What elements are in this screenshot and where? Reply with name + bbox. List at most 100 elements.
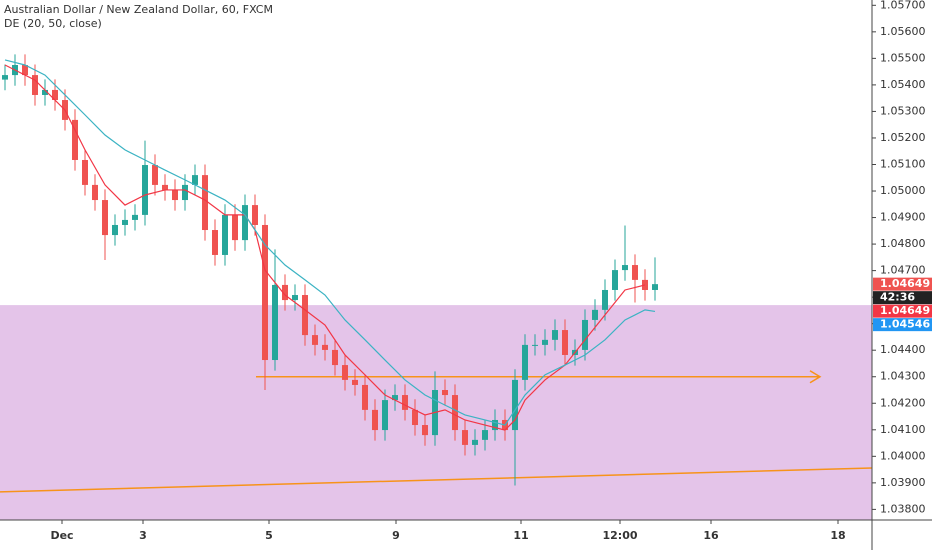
candle-body [82, 159, 88, 185]
candle-body [252, 205, 258, 225]
candle-body [652, 284, 658, 290]
plot-area [0, 54, 873, 520]
candle-body [212, 230, 218, 255]
candle-body [492, 419, 498, 431]
candle-body [382, 400, 388, 431]
candle-body [542, 339, 548, 345]
candle-body [162, 184, 168, 190]
candle-body [172, 189, 178, 201]
y-tick-label: 1.04000 [880, 449, 926, 462]
y-tick-label: 1.05400 [880, 78, 926, 91]
price-tag: 1.04649 [873, 304, 932, 318]
moving-average [4, 64, 646, 431]
y-tick-label: 1.05300 [880, 104, 926, 117]
price-tag: 1.04649 [873, 277, 932, 291]
price-tag-box [873, 304, 932, 318]
price-tag-box [873, 291, 932, 305]
candle-body [312, 335, 318, 345]
candle-body [362, 384, 368, 410]
price-tag: 1.04546 [873, 318, 932, 332]
y-tick-label: 1.05100 [880, 157, 926, 170]
y-tick-label: 1.05500 [880, 51, 926, 64]
candle-body [122, 219, 128, 225]
candle-body [552, 330, 558, 340]
y-tick-label: 1.04100 [880, 423, 926, 436]
candle-body [232, 214, 238, 241]
candle-body [222, 214, 228, 255]
trend-line [0, 467, 873, 493]
candle-body [562, 330, 568, 355]
x-tick-label: 12:00 [602, 529, 637, 542]
candle-body [422, 425, 428, 436]
candle-body [612, 270, 618, 290]
x-tick-label: 9 [392, 529, 400, 542]
candle-body [32, 75, 38, 95]
candle-body [352, 379, 358, 385]
price-tag-label: 42:36 [880, 291, 915, 304]
candle-body [152, 165, 158, 185]
price-tag-label: 1.04649 [880, 304, 930, 317]
y-tick-label: 1.04900 [880, 211, 926, 224]
price-tag-box [873, 277, 932, 291]
candle-body [52, 89, 58, 101]
candle-body [302, 295, 308, 336]
candle-body [92, 184, 98, 201]
candle-body [462, 430, 468, 445]
candle-body [472, 439, 478, 445]
candle-body [342, 365, 348, 380]
candle-body [242, 205, 248, 241]
candle-body [72, 119, 78, 160]
candle-body [412, 409, 418, 426]
price-tag-label: 1.04546 [880, 318, 930, 331]
candle-body [442, 390, 448, 396]
x-tick-label: 18 [830, 529, 845, 542]
candle-body [532, 344, 538, 346]
candle-body [142, 165, 148, 215]
candle-body [282, 284, 288, 301]
candle-body [202, 175, 208, 231]
candle-body [132, 214, 138, 220]
y-tick-label: 1.05000 [880, 184, 926, 197]
y-tick-label: 1.05200 [880, 131, 926, 144]
x-tick-label: Dec [50, 529, 73, 542]
candle-body [112, 224, 118, 236]
candle-body [42, 89, 48, 95]
candle-body [452, 395, 458, 431]
candle-body [482, 430, 488, 440]
candle-body [262, 224, 268, 361]
candle-body [392, 395, 398, 401]
candle-body [602, 289, 608, 310]
x-tick-label: 5 [265, 529, 273, 542]
price-tag-box [873, 318, 932, 332]
candle-body [102, 200, 108, 236]
y-tick-label: 1.04300 [880, 370, 926, 383]
candle-body [522, 344, 528, 380]
moving-average [4, 59, 656, 426]
y-tick-label: 1.04400 [880, 343, 926, 356]
x-tick-label: 3 [139, 529, 147, 542]
candle-body [622, 265, 628, 271]
y-tick-label: 1.04700 [880, 264, 926, 277]
candle-body [372, 409, 378, 431]
indicator-label: DE (20, 50, close) [4, 17, 102, 30]
candle-body [192, 175, 198, 185]
candle-body [632, 265, 638, 280]
candle-body [22, 65, 28, 76]
chart-title: Australian Dollar / New Zealand Dollar, … [4, 3, 273, 16]
price-tag-label: 1.04649 [880, 277, 930, 290]
candle-body [332, 349, 338, 366]
candle-body [1, 75, 8, 80]
y-tick-label: 1.05600 [880, 25, 926, 38]
candle-body [272, 284, 278, 361]
y-tick-label: 1.05700 [880, 0, 926, 11]
candle-body [512, 379, 518, 431]
y-tick-label: 1.04800 [880, 237, 926, 250]
y-tick-label: 1.03800 [880, 502, 926, 515]
price-tag: 42:36 [873, 291, 932, 305]
arrow-head [809, 370, 822, 384]
y-tick-label: 1.03900 [880, 476, 926, 489]
candle-body [592, 309, 598, 320]
x-tick-label: 11 [513, 529, 528, 542]
candle-body [322, 344, 328, 350]
